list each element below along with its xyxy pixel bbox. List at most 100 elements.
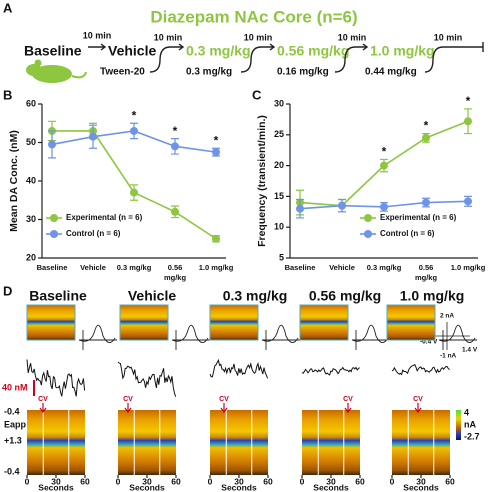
cv-color-inset <box>209 304 259 341</box>
cv-color-inset <box>386 304 436 341</box>
significance-marker: * <box>424 119 429 133</box>
condition-title: Baseline <box>29 288 87 304</box>
cv-trace <box>351 324 390 350</box>
dose: Tween-20 <box>100 67 145 78</box>
significance-marker: * <box>382 145 387 159</box>
eapp-label: -0.4 <box>4 466 20 476</box>
cv-trace <box>438 324 477 350</box>
x-tick-label: 0 <box>300 476 305 486</box>
x-tick-label: 30 <box>234 476 244 486</box>
cv-marker: CV <box>38 396 48 403</box>
x-tick-label: 0.56 mg/kg <box>163 263 187 282</box>
cv-color-inset <box>26 304 76 341</box>
significance-marker: * <box>214 133 219 147</box>
y-tick-label: 5 <box>279 252 284 262</box>
y-tick-label: 20 <box>274 160 284 170</box>
data-point <box>48 140 56 149</box>
data-point <box>89 132 97 141</box>
x-axis-label: Seconds <box>313 482 349 492</box>
x-tick-label: 30 <box>326 476 336 486</box>
x-tick-label: 0.56 mg/kg <box>414 263 438 282</box>
y-tick-label: 50 <box>26 137 36 147</box>
x-axis-label: Seconds <box>38 482 74 492</box>
condition-title: 1.0 mg/kg <box>400 288 465 304</box>
x-tick-label: Vehicle <box>329 263 355 272</box>
legend-marker <box>50 214 58 222</box>
color-plot <box>27 410 85 475</box>
x-tick-label: 0 <box>116 476 121 486</box>
data-point <box>464 197 472 206</box>
color-plot <box>392 410 450 475</box>
data-point <box>171 207 179 216</box>
signal-trace <box>26 359 86 397</box>
color-plot <box>118 410 176 475</box>
legend-marker <box>364 214 372 222</box>
data-point <box>464 117 472 126</box>
x-tick-label: 1.0 mg/kg <box>198 263 234 272</box>
interval: 10 min <box>154 32 183 42</box>
dose: 0.16 mg/kg <box>277 67 329 78</box>
x-tick-label: 30 <box>416 476 426 486</box>
colorbar-label: -2.7 <box>464 431 480 441</box>
significance-marker: * <box>466 94 471 108</box>
legend-label: Experimental (n = 6) <box>66 213 143 222</box>
data-point <box>380 202 388 211</box>
colorbar <box>456 410 461 440</box>
y-tick-label: 10 <box>274 222 284 232</box>
legend-label: Control (n = 6) <box>380 229 435 238</box>
panel-title: Diazepam NAc Core (n=6) <box>150 7 357 26</box>
panel-label: A <box>3 0 13 15</box>
cv-axes <box>432 322 470 350</box>
y-tick-label: 15 <box>274 191 284 201</box>
x-tick-label: 0.3 mg/kg <box>116 263 152 272</box>
cv-marker: CV <box>413 396 423 403</box>
y-tick-label: 25 <box>274 129 284 139</box>
step: 0.56 mg/kg <box>277 43 349 59</box>
cv-arrow <box>344 403 352 413</box>
x-tick-label: 30 <box>51 476 61 486</box>
signal-trace <box>391 363 450 376</box>
x-tick-label: Baseline <box>36 263 68 272</box>
x-tick-label: Baseline <box>284 263 316 272</box>
data-point <box>338 201 346 210</box>
x-tick-label: 60 <box>445 476 455 486</box>
signal-trace <box>209 358 269 379</box>
step: 0.3 mg/kg <box>186 43 251 59</box>
cv-arrow <box>220 403 228 413</box>
legend-label: Control (n = 6) <box>66 229 121 238</box>
x-tick-label: 60 <box>80 476 90 486</box>
x-tick-label: 0 <box>390 476 395 486</box>
color-plot <box>210 410 268 475</box>
legend-marker <box>50 230 58 238</box>
eapp-label: Eapp <box>4 419 27 429</box>
y-tick-label: 30 <box>26 214 36 224</box>
data-point <box>212 234 220 243</box>
x-tick-label: 0 <box>25 476 30 486</box>
x-axis-label: Seconds <box>129 482 165 492</box>
y-axis-label: Frequency (transient/min.) <box>256 115 268 247</box>
legend-label: Experimental (n = 6) <box>380 213 457 222</box>
panel-label: C <box>252 87 262 102</box>
cv-inset-label: 1.4 V <box>462 347 478 354</box>
mouse-icon <box>26 59 87 83</box>
x-tick-label: 60 <box>355 476 365 486</box>
data-point <box>171 142 179 151</box>
data-point <box>422 198 430 207</box>
cv-inset-label: -1 nA <box>440 353 457 360</box>
step: Vehicle <box>108 43 156 59</box>
eapp-label: +1.3 <box>4 435 22 445</box>
x-tick-label: 0 <box>208 476 213 486</box>
cv-color-inset <box>299 304 349 341</box>
cv-marker: CV <box>219 396 229 403</box>
x-tick-label: 60 <box>263 476 273 486</box>
panel-label: D <box>3 283 12 298</box>
dose: 0.3 mg/kg <box>186 67 232 78</box>
condition-title: Vehicle <box>128 288 176 304</box>
legend-marker <box>364 230 372 238</box>
x-axis-label: Seconds <box>221 482 257 492</box>
interval: 10 min <box>244 32 273 42</box>
panel-label: B <box>3 87 12 102</box>
y-tick-label: 20 <box>26 252 36 262</box>
color-plot <box>302 410 360 475</box>
